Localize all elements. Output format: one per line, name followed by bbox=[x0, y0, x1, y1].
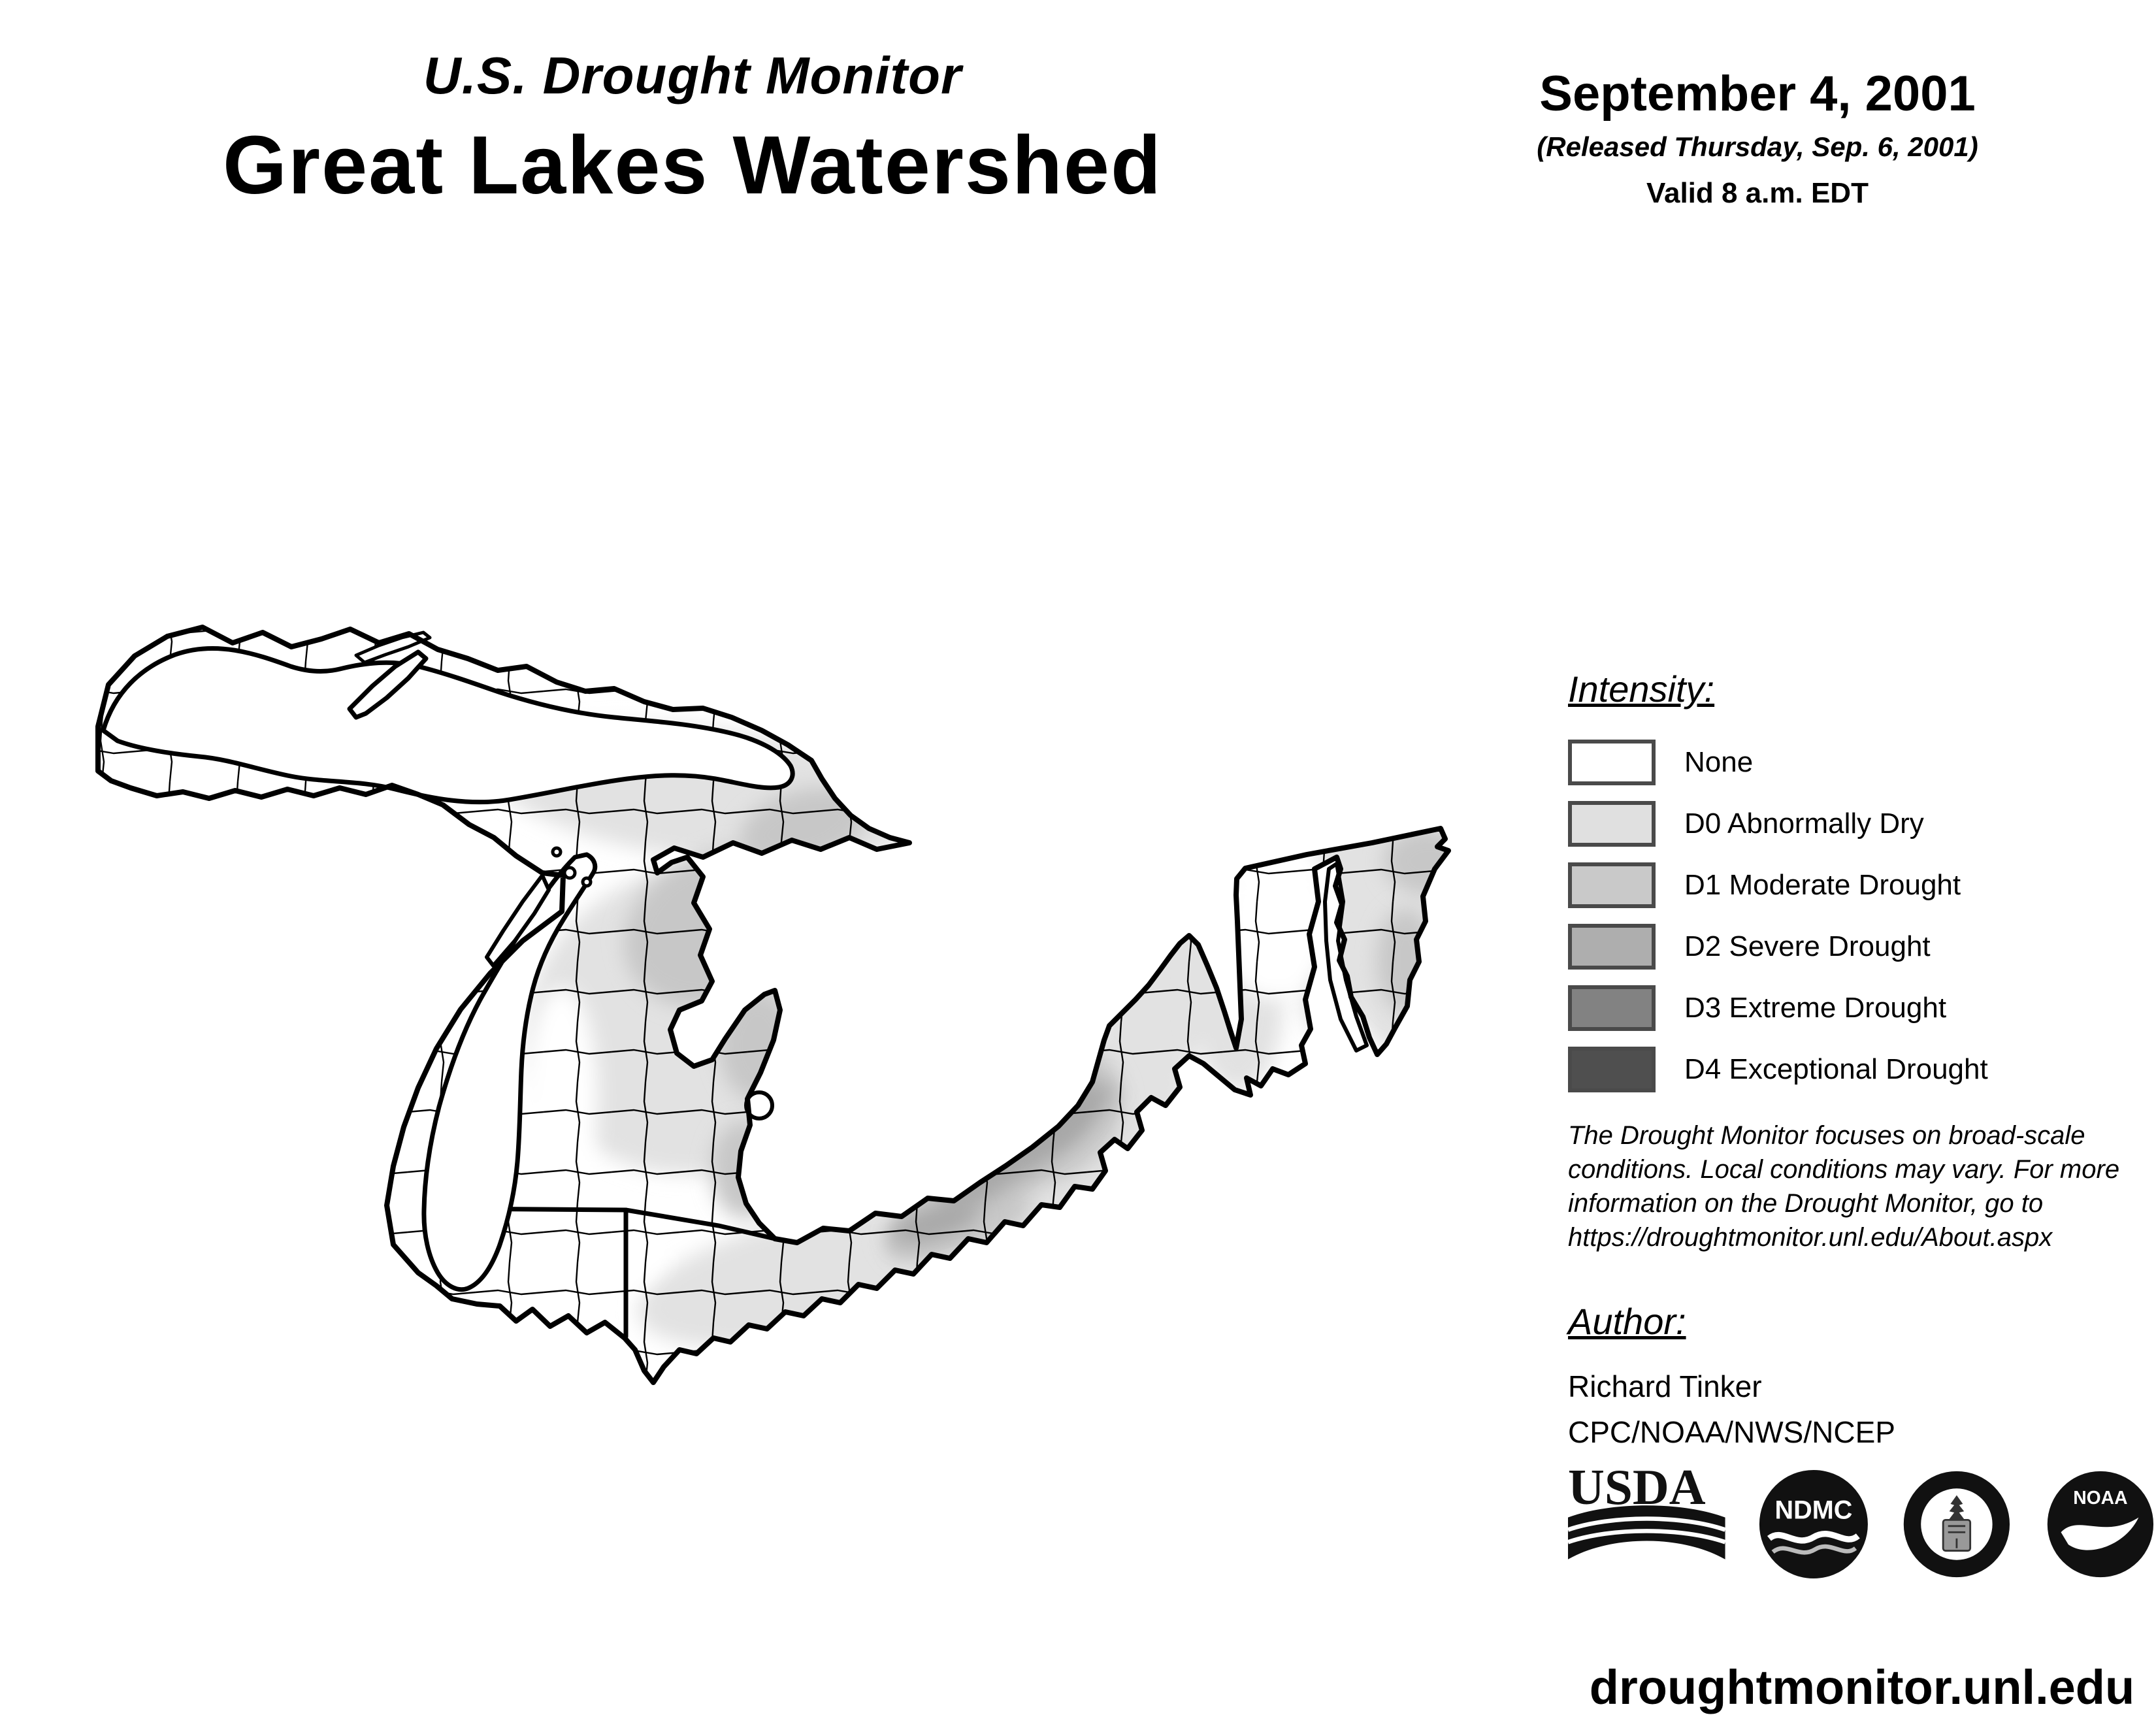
ndmc-text: NDMC bbox=[1774, 1496, 1852, 1525]
author-name: Richard Tinker bbox=[1568, 1369, 1762, 1403]
lake-michigan bbox=[421, 852, 598, 1292]
legend-label: D0 Abnormally Dry bbox=[1684, 808, 1924, 840]
straits-island bbox=[581, 876, 593, 888]
page-title: Great Lakes Watershed bbox=[223, 119, 1162, 211]
author-org: CPC/NOAA/NWS/NCEP bbox=[1568, 1415, 1895, 1449]
author-heading: Author: bbox=[1568, 1301, 1686, 1342]
straits-island bbox=[563, 866, 577, 880]
legend-row-d2: D2 Severe Drought bbox=[1568, 924, 2143, 970]
legend-row-d0: D0 Abnormally Dry bbox=[1568, 801, 2143, 847]
footer-url: droughtmonitor.unl.edu bbox=[1589, 1660, 2135, 1714]
watershed-outline bbox=[95, 625, 1451, 1385]
legend-row-d4: D4 Exceptional Drought bbox=[1568, 1047, 2143, 1092]
straits-island bbox=[551, 846, 563, 858]
noaa-text: NOAA bbox=[2073, 1487, 2127, 1508]
disclaimer-text: The Drought Monitor focuses on broad-sca… bbox=[1568, 1121, 2120, 1252]
drought-map bbox=[95, 625, 1451, 1385]
legend-label: None bbox=[1684, 746, 1754, 778]
product-title: U.S. Drought Monitor bbox=[423, 46, 962, 105]
swatch-d4 bbox=[1568, 1047, 1656, 1092]
legend-label: D3 Extreme Drought bbox=[1684, 992, 1947, 1024]
date-block: September 4, 2001 (Released Thursday, Se… bbox=[1457, 65, 2058, 210]
agency-logos: USDA NDMC NOAA bbox=[1568, 1456, 2156, 1593]
green-bay bbox=[485, 874, 551, 968]
map-date: September 4, 2001 bbox=[1539, 66, 1976, 122]
map-titles: U.S. Drought Monitor Great Lakes Watersh… bbox=[118, 46, 1267, 212]
legend-row-none: None bbox=[1568, 740, 2143, 785]
swatch-d2 bbox=[1568, 924, 1656, 970]
swatch-d0 bbox=[1568, 801, 1656, 847]
legend-label: D1 Moderate Drought bbox=[1684, 869, 1961, 901]
legend-row-d1: D1 Moderate Drought bbox=[1568, 862, 2143, 908]
legend-label: D4 Exceptional Drought bbox=[1684, 1053, 1988, 1085]
legend-label: D2 Severe Drought bbox=[1684, 930, 1931, 962]
state-borders bbox=[451, 1206, 777, 1339]
swatch-d1 bbox=[1568, 862, 1656, 908]
release-date: (Released Thursday, Sep. 6, 2001) bbox=[1537, 131, 1978, 162]
valid-time: Valid 8 a.m. EDT bbox=[1646, 177, 1869, 209]
author-block: Author: Richard Tinker CPC/NOAA/NWS/NCEP bbox=[1568, 1300, 2091, 1450]
doc-logo bbox=[1904, 1471, 2010, 1578]
keweenaw-peninsula bbox=[347, 649, 429, 720]
lakes bbox=[101, 630, 1369, 1292]
champlain-gap bbox=[1323, 862, 1369, 1053]
noaa-logo: NOAA bbox=[2047, 1471, 2154, 1578]
legend-row-d3: D3 Extreme Drought bbox=[1568, 985, 2143, 1031]
lake-superior bbox=[101, 645, 795, 805]
swatch-none bbox=[1568, 740, 1656, 785]
usda-logo: USDA bbox=[1568, 1462, 1725, 1560]
legend-heading: Intensity: bbox=[1568, 668, 1715, 710]
swatch-d3 bbox=[1568, 985, 1656, 1031]
ndmc-logo: NDMC bbox=[1759, 1469, 1868, 1579]
intensity-legend: Intensity: None D0 Abnormally Dry D1 Mod… bbox=[1568, 668, 2143, 1109]
